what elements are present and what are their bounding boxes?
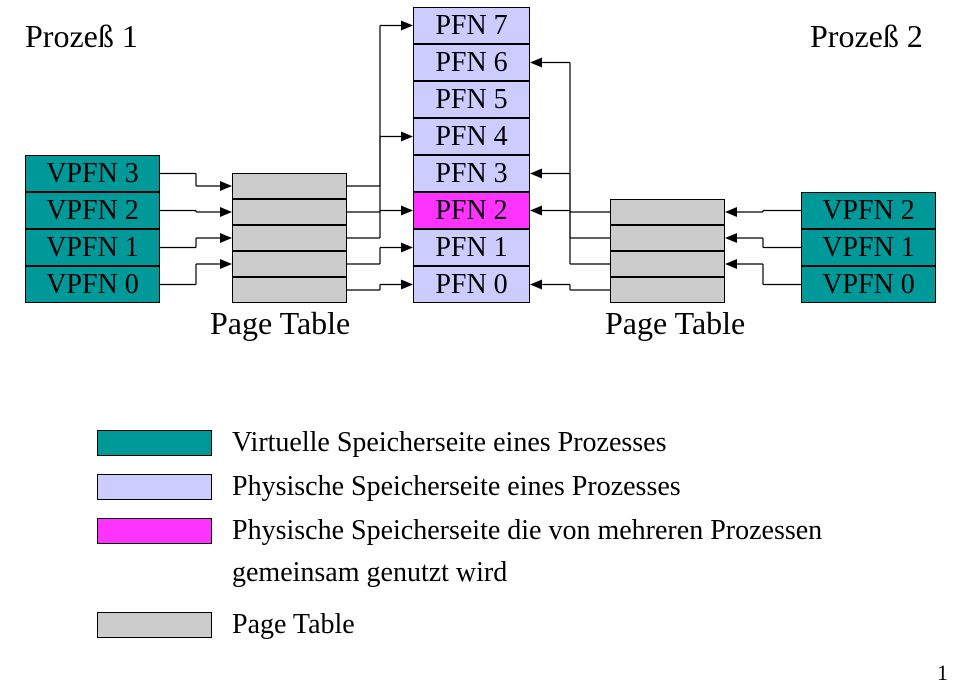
legend-swatch xyxy=(97,518,212,544)
pfn-cell: PFN 0 xyxy=(413,266,530,303)
heading-process1: Prozeß 1 xyxy=(25,18,138,55)
pfn-cell: PFN 6 xyxy=(413,44,530,81)
heading-process2: Prozeß 2 xyxy=(810,18,923,55)
legend-text: Page Table xyxy=(232,609,355,641)
p1-vpfn-cell: VPFN 1 xyxy=(25,229,160,266)
pfn-cell: PFN 3 xyxy=(413,155,530,192)
legend-text: Physische Speicherseite die von mehreren… xyxy=(232,515,822,547)
legend-swatch xyxy=(97,612,212,638)
legend-text: Virtuelle Speicherseite eines Prozesses xyxy=(232,427,667,459)
legend-text: Physische Speicherseite eines Prozesses xyxy=(232,471,681,503)
p2-vpfn-cell: VPFN 1 xyxy=(801,229,936,266)
pt-right-slot xyxy=(610,199,725,225)
pfn-cell: PFN 1 xyxy=(413,229,530,266)
pt-right-slot xyxy=(610,225,725,251)
page-number: 1 xyxy=(937,660,948,686)
pfn-cell: PFN 7 xyxy=(413,7,530,44)
pt-left-slot xyxy=(232,251,347,277)
pt-right-slot xyxy=(610,251,725,277)
p2-vpfn-cell: VPFN 0 xyxy=(801,266,936,303)
pfn-cell: PFN 4 xyxy=(413,118,530,155)
pt-left-slot xyxy=(232,199,347,225)
pt-left-slot xyxy=(232,277,347,303)
heading-page_table_left_label: Page Table xyxy=(210,305,350,342)
legend-swatch xyxy=(97,430,212,456)
pt-right-slot xyxy=(610,277,725,303)
pt-left-slot xyxy=(232,173,347,199)
legend-text: gemeinsam genutzt wird xyxy=(232,557,507,589)
p1-vpfn-cell: VPFN 0 xyxy=(25,266,160,303)
legend-swatch xyxy=(97,474,212,500)
heading-page_table_right_label: Page Table xyxy=(605,305,745,342)
p1-vpfn-cell: VPFN 3 xyxy=(25,155,160,192)
p2-vpfn-cell: VPFN 2 xyxy=(801,192,936,229)
pfn-cell: PFN 5 xyxy=(413,81,530,118)
pt-left-slot xyxy=(232,225,347,251)
pfn-cell: PFN 2 xyxy=(413,192,530,229)
p1-vpfn-cell: VPFN 2 xyxy=(25,192,160,229)
